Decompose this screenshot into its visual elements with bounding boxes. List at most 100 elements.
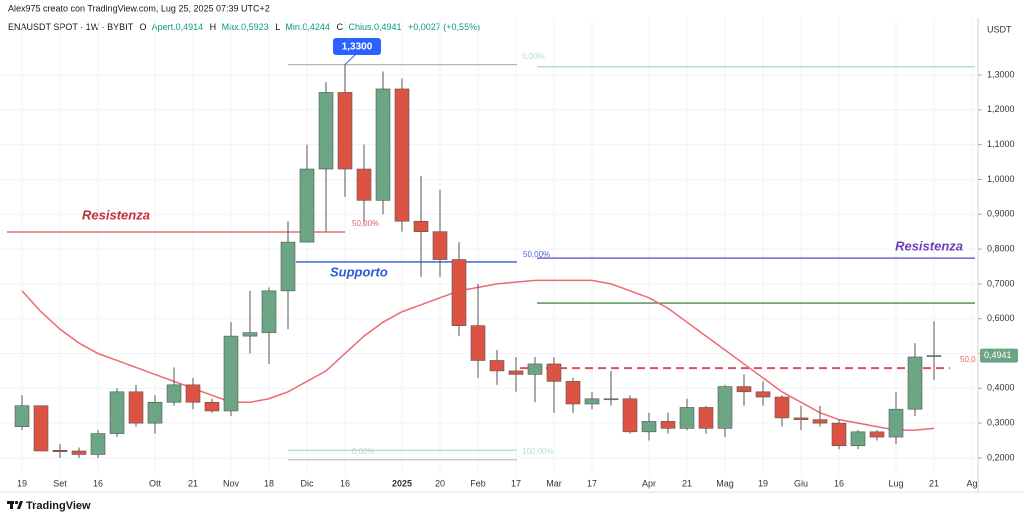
candle-body [14, 405, 30, 427]
candle-body [603, 398, 619, 401]
y-tick-label: 1,1000 [987, 139, 1015, 149]
candle-body [71, 450, 87, 455]
y-tick-label: 0,9000 [987, 209, 1015, 219]
candle-body [489, 360, 505, 372]
candle-body [166, 384, 182, 403]
candle-body [413, 220, 429, 232]
change: +0,0027 (+0,55%) [408, 22, 480, 32]
x-tick-label: Dic [301, 478, 314, 488]
candle-body [622, 398, 638, 433]
candle-body [261, 290, 277, 333]
candle-body [641, 421, 657, 433]
candle-body [90, 433, 106, 455]
candle-body [52, 449, 68, 452]
candle-body [584, 398, 600, 405]
y-tick-label: 0,8000 [987, 243, 1015, 253]
author-line: Alex975 creato con TradingView.com, Lug … [8, 3, 270, 13]
candle-body [318, 92, 334, 170]
ohlc-key: H [210, 22, 217, 32]
logo [7, 500, 23, 509]
candle-body [850, 431, 866, 447]
y-tick-label: 0,3000 [987, 418, 1015, 428]
x-tick-label: Ott [149, 478, 162, 488]
price-tag [980, 348, 1018, 363]
brand: TradingView [26, 500, 91, 512]
candle-body [337, 92, 353, 170]
fib-label: 100,00% [522, 447, 554, 456]
candle-body [280, 241, 296, 292]
candle-body [432, 231, 448, 260]
candle-body [527, 363, 543, 375]
level-label: Supporto [330, 264, 388, 279]
candle-body [223, 335, 239, 412]
candle-body [717, 386, 733, 429]
y-tick-label: 0,6000 [987, 313, 1015, 323]
price-tag-label: 0,4941 [984, 350, 1012, 360]
x-tick-label: 19 [17, 478, 27, 488]
candle-body [356, 168, 372, 201]
candle-body [869, 431, 885, 438]
callout-label: 1,3300 [342, 42, 373, 53]
x-tick-label: 21 [929, 478, 939, 488]
plot [0, 18, 978, 476]
x-tick-label: 18 [264, 478, 274, 488]
candle-body [679, 407, 695, 429]
ohlc-key: O [140, 22, 147, 32]
x-tick-label: 2025 [392, 478, 412, 488]
ohlc-value: Apert.0,4914 [152, 22, 204, 32]
currency: USDT [987, 24, 1012, 34]
candle-body [546, 363, 562, 382]
level-label: Resistenza [895, 238, 963, 253]
candle-body [774, 396, 790, 419]
x-tick-label: Ag [966, 478, 977, 488]
x-tick-label: 19 [758, 478, 768, 488]
ohlc-key: L [275, 22, 280, 32]
x-tick-label: Feb [470, 478, 486, 488]
y-tick-label: 1,3000 [987, 69, 1015, 79]
candle-body [33, 405, 49, 452]
callout-box [333, 38, 381, 55]
x-tick-label: 20 [435, 478, 445, 488]
candle-body [888, 408, 904, 438]
x-tick-label: 16 [93, 478, 103, 488]
y-tick-label: 0,7000 [987, 278, 1015, 288]
candle-body [926, 355, 942, 357]
ohlc-value: Min.0,4244 [285, 22, 330, 32]
x-tick-label: 17 [587, 478, 597, 488]
level-label: Resistenza [82, 207, 150, 222]
candle-body [755, 391, 771, 398]
symbol: ENAUSDT SPOT · 1W · BYBIT [8, 22, 134, 32]
candle-body [128, 391, 144, 424]
x-tick-label: 21 [682, 478, 692, 488]
x-tick-label: Nov [223, 478, 240, 488]
candle-body [508, 370, 524, 375]
y-tick-label: 1,0000 [987, 174, 1015, 184]
fib-label: 0,00% [352, 447, 375, 456]
candle-body [451, 259, 467, 326]
fib-label: 50,00% [352, 219, 379, 228]
y-tick-label: 0,4000 [987, 383, 1015, 393]
y-tick-label: 0,2000 [987, 452, 1015, 462]
x-tick-label: Giu [794, 478, 808, 488]
candle-body [736, 386, 752, 393]
x-tick-label: Set [53, 478, 67, 488]
ohlc-value: Max.0,5923 [222, 22, 269, 32]
candle-body [470, 325, 486, 361]
x-tick-label: 21 [188, 478, 198, 488]
candle-body [147, 401, 163, 424]
candle-body [375, 88, 391, 201]
candle-body [299, 168, 315, 243]
x-tick-label: 16 [834, 478, 844, 488]
candle-body [660, 421, 676, 429]
candle-body [204, 401, 220, 412]
symbol-line: ENAUSDT SPOT · 1W · BYBIT O Apert.0,4914… [8, 22, 480, 32]
y-tick-label: 1,2000 [987, 104, 1015, 114]
candle-body [242, 332, 258, 337]
candle-body [698, 407, 714, 429]
x-tick-label: Mar [546, 478, 562, 488]
x-tick-label: 17 [511, 478, 521, 488]
candle-body [812, 419, 828, 424]
candle-body [109, 391, 125, 434]
